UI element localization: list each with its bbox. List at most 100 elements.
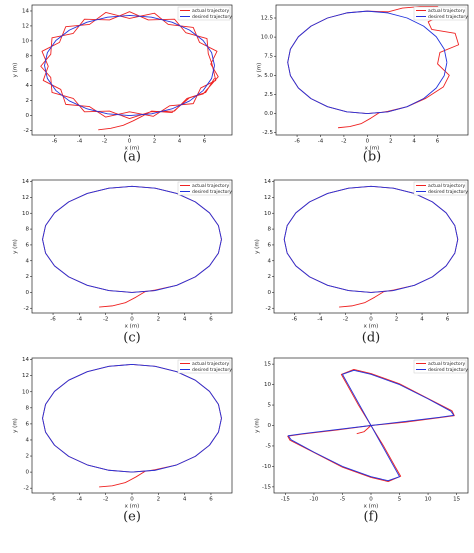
legend-label: actual trajectory xyxy=(428,361,466,367)
x-tick-label: 6 xyxy=(209,497,213,503)
y-tick-label: 5.0 xyxy=(264,73,273,79)
legend-box xyxy=(177,181,231,196)
y-tick-label: 14 xyxy=(264,179,271,185)
x-tick-label: 2 xyxy=(157,497,161,503)
x-tick-label: -10 xyxy=(309,497,318,503)
x-tick-label: -6 xyxy=(52,139,58,145)
x-tick-label: -2 xyxy=(103,497,108,503)
y-tick-label: -10 xyxy=(262,464,271,470)
legend-label: desired trajectory xyxy=(428,367,468,373)
y-tick-label: 10 xyxy=(264,211,271,217)
y-tick-label: 8 xyxy=(26,53,30,59)
y-tick-label: 14 xyxy=(22,179,29,185)
x-tick-label: -6 xyxy=(294,139,300,145)
y-tick-label: 2 xyxy=(26,98,30,104)
x-tick-label: 2 xyxy=(389,139,393,145)
y-tick-label: -2.5 xyxy=(262,130,273,136)
x-tick-label: -2 xyxy=(343,317,348,323)
x-tick-label: 4 xyxy=(183,497,187,503)
subplot: -6 -4 -2 0 2 4 6 -2 0 2 4 6 8 10 12 14 x (m) y (m) (e) actu… xyxy=(13,357,233,525)
y-axis-label: y (m) xyxy=(13,239,19,254)
y-tick-label: 0 xyxy=(26,113,30,119)
x-tick-label: 0 xyxy=(130,497,134,503)
x-tick-label: 0 xyxy=(130,317,134,323)
legend-label: desired trajectory xyxy=(192,189,232,195)
subplot: -6 -4 -2 0 2 4 6 -2 0 2 4 6 8 10 12 14 x (m) y (m) (d) actu… xyxy=(255,179,469,346)
y-tick-label: -5 xyxy=(266,443,272,449)
x-tick-label: -4 xyxy=(317,317,323,323)
x-tick-label: -5 xyxy=(340,497,346,503)
x-tick-label: 0 xyxy=(366,139,370,145)
legend-label: actual trajectory xyxy=(192,361,230,367)
y-axis-label: y (m) xyxy=(255,239,261,254)
x-tick-label: -15 xyxy=(281,497,290,503)
trajectory-line xyxy=(42,185,222,308)
trajectory-line xyxy=(44,15,215,117)
y-axis-label: y (m) xyxy=(13,63,19,78)
y-tick-label: 15 xyxy=(264,362,271,368)
plot-frame xyxy=(31,4,233,136)
y-tick-label: 8 xyxy=(268,227,272,233)
y-tick-label: -2 xyxy=(24,486,29,492)
legend-label: desired trajectory xyxy=(428,14,468,20)
x-axis-label: x (m) xyxy=(125,324,140,330)
y-tick-label: 2 xyxy=(26,454,30,460)
x-axis-label: x (m) xyxy=(125,146,140,152)
x-tick-label: 5 xyxy=(398,497,402,503)
caption: (b) xyxy=(363,150,381,165)
trajectory-line xyxy=(42,363,222,473)
caption: (f) xyxy=(364,510,379,525)
x-tick-label: 4 xyxy=(178,139,182,145)
trajectory-line xyxy=(283,185,459,293)
x-tick-label: 10 xyxy=(425,497,432,503)
caption: (e) xyxy=(123,510,141,525)
subplot: -6 -4 -2 0 2 4 6 -2.5 0.0 2.5 5.0 7.5 10.0 12.5 x (m) y… xyxy=(257,4,469,165)
y-tick-label: -2 xyxy=(24,306,29,312)
legend-box xyxy=(177,6,231,21)
x-tick-label: 0 xyxy=(128,139,132,145)
trajectory-line xyxy=(287,369,455,482)
x-tick-label: -4 xyxy=(77,317,83,323)
x-axis-label: x (m) xyxy=(364,504,379,510)
legend-label: desired trajectory xyxy=(428,189,468,195)
y-tick-label: 10 xyxy=(22,38,29,44)
y-axis-label: y (m) xyxy=(13,418,19,433)
x-tick-label: 0 xyxy=(369,317,373,323)
y-tick-label: 7.5 xyxy=(264,54,273,60)
legend-box xyxy=(177,359,231,374)
caption: (a) xyxy=(123,150,141,165)
x-tick-label: -4 xyxy=(77,139,83,145)
legend-label: desired trajectory xyxy=(192,367,232,373)
x-tick-label: 2 xyxy=(157,317,161,323)
caption: (d) xyxy=(362,331,380,346)
y-tick-label: 2 xyxy=(268,274,272,280)
x-tick-label: -2 xyxy=(103,317,108,323)
y-tick-label: 10 xyxy=(22,389,29,395)
x-tick-label: 6 xyxy=(203,139,207,145)
y-tick-label: -2 xyxy=(24,128,29,134)
y-tick-label: 10 xyxy=(22,211,29,217)
trajectory-line xyxy=(283,185,459,308)
y-axis-label: y (m) xyxy=(257,63,263,78)
plot-frame xyxy=(31,357,233,494)
y-tick-label: 6 xyxy=(26,68,30,74)
x-tick-label: 2 xyxy=(153,139,157,145)
x-tick-label: -4 xyxy=(318,139,324,145)
x-tick-label: 0 xyxy=(369,497,373,503)
y-tick-label: 2.5 xyxy=(264,92,273,98)
x-tick-label: 4 xyxy=(420,317,424,323)
subplot: -6 -4 -2 0 2 4 6 -2 0 2 4 6 8 10 12 14 x (m) y (m) (a) actu… xyxy=(13,4,233,165)
x-axis-label: x (m) xyxy=(365,146,380,152)
y-tick-label: 12 xyxy=(22,373,29,379)
x-tick-label: -6 xyxy=(292,317,298,323)
x-tick-label: -6 xyxy=(50,497,56,503)
subplot: -6 -4 -2 0 2 4 6 -2 0 2 4 6 8 10 12 14 x (m) y (m) (c) actu… xyxy=(13,179,233,346)
y-tick-label: -2 xyxy=(266,306,271,312)
legend-box xyxy=(413,181,467,196)
y-tick-label: 14 xyxy=(22,357,29,363)
x-tick-label: 4 xyxy=(183,317,187,323)
trajectory-line xyxy=(40,11,219,131)
y-tick-label: 6 xyxy=(26,421,30,427)
plot-frame xyxy=(273,179,469,314)
